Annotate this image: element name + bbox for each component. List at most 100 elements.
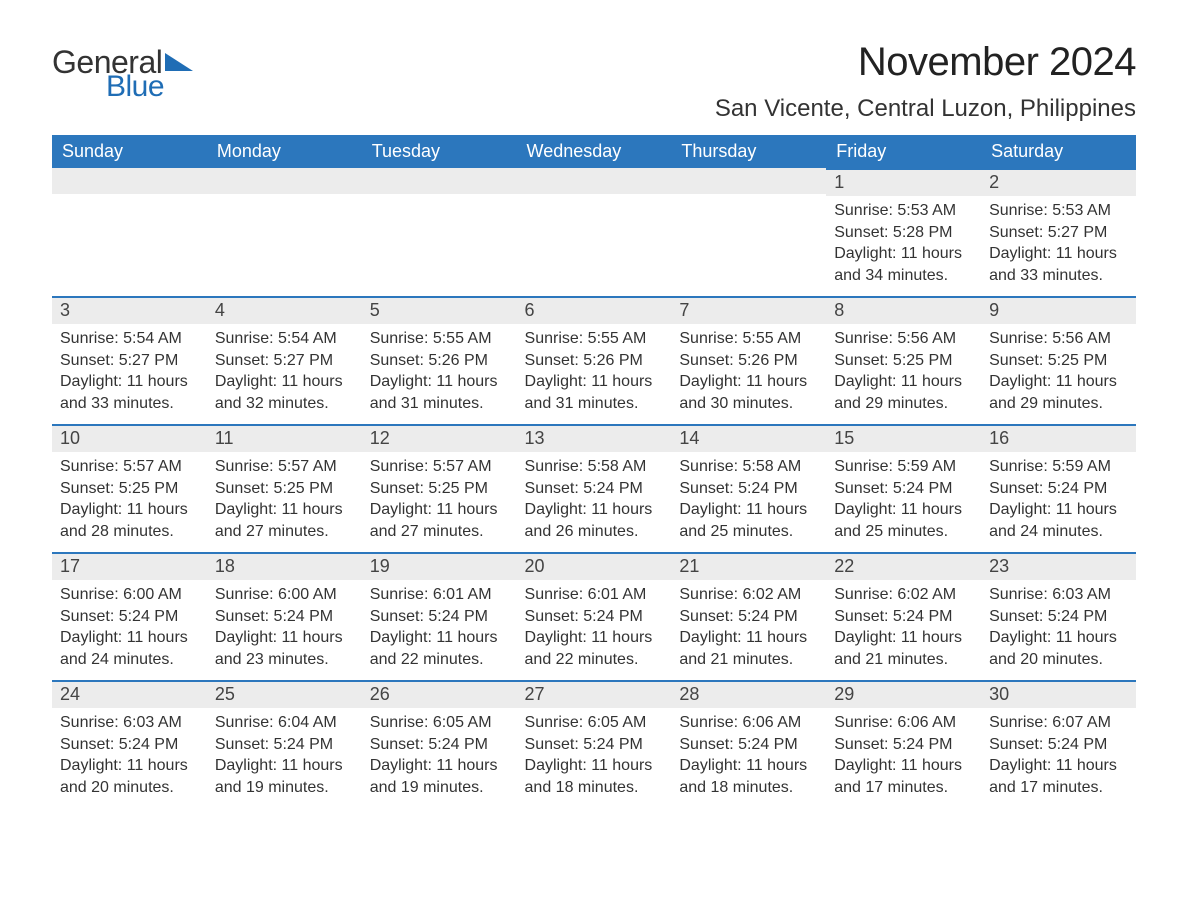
day-number: 19 (362, 552, 517, 580)
sunrise-line: Sunrise: 6:03 AM (989, 584, 1128, 606)
day-number: 18 (207, 552, 362, 580)
sunset-line: Sunset: 5:26 PM (525, 350, 664, 372)
calendar-week-row: 24Sunrise: 6:03 AMSunset: 5:24 PMDayligh… (52, 680, 1136, 808)
daylight-line: Daylight: 11 hours and 24 minutes. (60, 627, 199, 670)
daylight-line: Daylight: 11 hours and 19 minutes. (215, 755, 354, 798)
calendar-table: SundayMondayTuesdayWednesdayThursdayFrid… (52, 135, 1136, 808)
calendar-day-cell: 18Sunrise: 6:00 AMSunset: 5:24 PMDayligh… (207, 552, 362, 680)
calendar-day-cell: 8Sunrise: 5:56 AMSunset: 5:25 PMDaylight… (826, 296, 981, 424)
calendar-day-cell: 15Sunrise: 5:59 AMSunset: 5:24 PMDayligh… (826, 424, 981, 552)
calendar-day-cell: 9Sunrise: 5:56 AMSunset: 5:25 PMDaylight… (981, 296, 1136, 424)
sunrise-line: Sunrise: 5:56 AM (834, 328, 973, 350)
daylight-line: Daylight: 11 hours and 28 minutes. (60, 499, 199, 542)
sunset-line: Sunset: 5:24 PM (679, 606, 818, 628)
sunrise-line: Sunrise: 5:54 AM (60, 328, 199, 350)
day-body: Sunrise: 6:02 AMSunset: 5:24 PMDaylight:… (671, 580, 826, 678)
sunset-line: Sunset: 5:28 PM (834, 222, 973, 244)
page-subtitle: San Vicente, Central Luzon, Philippines (715, 95, 1136, 123)
daylight-line: Daylight: 11 hours and 29 minutes. (989, 371, 1128, 414)
day-body: Sunrise: 6:05 AMSunset: 5:24 PMDaylight:… (517, 708, 672, 806)
calendar-day-cell: 12Sunrise: 5:57 AMSunset: 5:25 PMDayligh… (362, 424, 517, 552)
calendar-day-cell: 29Sunrise: 6:06 AMSunset: 5:24 PMDayligh… (826, 680, 981, 808)
day-number-empty (52, 168, 207, 194)
day-number: 9 (981, 296, 1136, 324)
sunrise-line: Sunrise: 6:06 AM (834, 712, 973, 734)
sunset-line: Sunset: 5:24 PM (989, 606, 1128, 628)
calendar-day-cell: 27Sunrise: 6:05 AMSunset: 5:24 PMDayligh… (517, 680, 672, 808)
day-body: Sunrise: 6:00 AMSunset: 5:24 PMDaylight:… (207, 580, 362, 678)
day-number: 24 (52, 680, 207, 708)
day-number: 6 (517, 296, 672, 324)
sunrise-line: Sunrise: 6:02 AM (679, 584, 818, 606)
sunrise-line: Sunrise: 5:55 AM (525, 328, 664, 350)
page-title: November 2024 (715, 40, 1136, 85)
calendar-day-cell (517, 168, 672, 296)
day-body: Sunrise: 6:03 AMSunset: 5:24 PMDaylight:… (981, 580, 1136, 678)
calendar-day-cell: 28Sunrise: 6:06 AMSunset: 5:24 PMDayligh… (671, 680, 826, 808)
day-number: 21 (671, 552, 826, 580)
day-body: Sunrise: 6:07 AMSunset: 5:24 PMDaylight:… (981, 708, 1136, 806)
title-block: November 2024 San Vicente, Central Luzon… (715, 40, 1136, 123)
day-body: Sunrise: 5:54 AMSunset: 5:27 PMDaylight:… (207, 324, 362, 422)
calendar-day-cell: 23Sunrise: 6:03 AMSunset: 5:24 PMDayligh… (981, 552, 1136, 680)
sunset-line: Sunset: 5:27 PM (989, 222, 1128, 244)
daylight-line: Daylight: 11 hours and 18 minutes. (679, 755, 818, 798)
calendar-week-row: 3Sunrise: 5:54 AMSunset: 5:27 PMDaylight… (52, 296, 1136, 424)
daylight-line: Daylight: 11 hours and 17 minutes. (989, 755, 1128, 798)
day-number: 29 (826, 680, 981, 708)
day-body: Sunrise: 5:59 AMSunset: 5:24 PMDaylight:… (826, 452, 981, 550)
calendar-week-row: 1Sunrise: 5:53 AMSunset: 5:28 PMDaylight… (52, 168, 1136, 296)
daylight-line: Daylight: 11 hours and 19 minutes. (370, 755, 509, 798)
sunrise-line: Sunrise: 6:04 AM (215, 712, 354, 734)
daylight-line: Daylight: 11 hours and 18 minutes. (525, 755, 664, 798)
sunset-line: Sunset: 5:26 PM (370, 350, 509, 372)
sunset-line: Sunset: 5:25 PM (215, 478, 354, 500)
daylight-line: Daylight: 11 hours and 31 minutes. (525, 371, 664, 414)
calendar-week-row: 17Sunrise: 6:00 AMSunset: 5:24 PMDayligh… (52, 552, 1136, 680)
sunrise-line: Sunrise: 6:00 AM (60, 584, 199, 606)
weekday-header: Wednesday (517, 135, 672, 168)
sunset-line: Sunset: 5:27 PM (60, 350, 199, 372)
day-number: 4 (207, 296, 362, 324)
calendar-day-cell: 10Sunrise: 5:57 AMSunset: 5:25 PMDayligh… (52, 424, 207, 552)
day-body: Sunrise: 6:06 AMSunset: 5:24 PMDaylight:… (826, 708, 981, 806)
calendar-day-cell: 24Sunrise: 6:03 AMSunset: 5:24 PMDayligh… (52, 680, 207, 808)
sunset-line: Sunset: 5:24 PM (834, 734, 973, 756)
calendar-day-cell: 7Sunrise: 5:55 AMSunset: 5:26 PMDaylight… (671, 296, 826, 424)
calendar-day-cell (52, 168, 207, 296)
day-body: Sunrise: 6:04 AMSunset: 5:24 PMDaylight:… (207, 708, 362, 806)
day-body: Sunrise: 5:58 AMSunset: 5:24 PMDaylight:… (671, 452, 826, 550)
day-number: 5 (362, 296, 517, 324)
sunset-line: Sunset: 5:24 PM (989, 478, 1128, 500)
day-number: 25 (207, 680, 362, 708)
weekday-header: Friday (826, 135, 981, 168)
day-body: Sunrise: 5:56 AMSunset: 5:25 PMDaylight:… (981, 324, 1136, 422)
daylight-line: Daylight: 11 hours and 34 minutes. (834, 243, 973, 286)
logo-triangle-icon (165, 53, 193, 71)
sunset-line: Sunset: 5:25 PM (370, 478, 509, 500)
sunrise-line: Sunrise: 6:07 AM (989, 712, 1128, 734)
day-body: Sunrise: 6:05 AMSunset: 5:24 PMDaylight:… (362, 708, 517, 806)
day-body: Sunrise: 6:06 AMSunset: 5:24 PMDaylight:… (671, 708, 826, 806)
sunset-line: Sunset: 5:24 PM (989, 734, 1128, 756)
day-body: Sunrise: 5:55 AMSunset: 5:26 PMDaylight:… (517, 324, 672, 422)
sunset-line: Sunset: 5:24 PM (370, 734, 509, 756)
day-body: Sunrise: 5:59 AMSunset: 5:24 PMDaylight:… (981, 452, 1136, 550)
sunrise-line: Sunrise: 5:57 AM (215, 456, 354, 478)
sunset-line: Sunset: 5:26 PM (679, 350, 818, 372)
day-number: 3 (52, 296, 207, 324)
weekday-header: Monday (207, 135, 362, 168)
day-number: 30 (981, 680, 1136, 708)
daylight-line: Daylight: 11 hours and 31 minutes. (370, 371, 509, 414)
day-number: 11 (207, 424, 362, 452)
day-number: 10 (52, 424, 207, 452)
calendar-day-cell: 11Sunrise: 5:57 AMSunset: 5:25 PMDayligh… (207, 424, 362, 552)
sunrise-line: Sunrise: 6:05 AM (525, 712, 664, 734)
sunrise-line: Sunrise: 6:05 AM (370, 712, 509, 734)
sunrise-line: Sunrise: 5:55 AM (370, 328, 509, 350)
calendar-day-cell: 14Sunrise: 5:58 AMSunset: 5:24 PMDayligh… (671, 424, 826, 552)
daylight-line: Daylight: 11 hours and 22 minutes. (370, 627, 509, 670)
calendar-day-cell: 26Sunrise: 6:05 AMSunset: 5:24 PMDayligh… (362, 680, 517, 808)
calendar-day-cell: 17Sunrise: 6:00 AMSunset: 5:24 PMDayligh… (52, 552, 207, 680)
day-body: Sunrise: 5:56 AMSunset: 5:25 PMDaylight:… (826, 324, 981, 422)
